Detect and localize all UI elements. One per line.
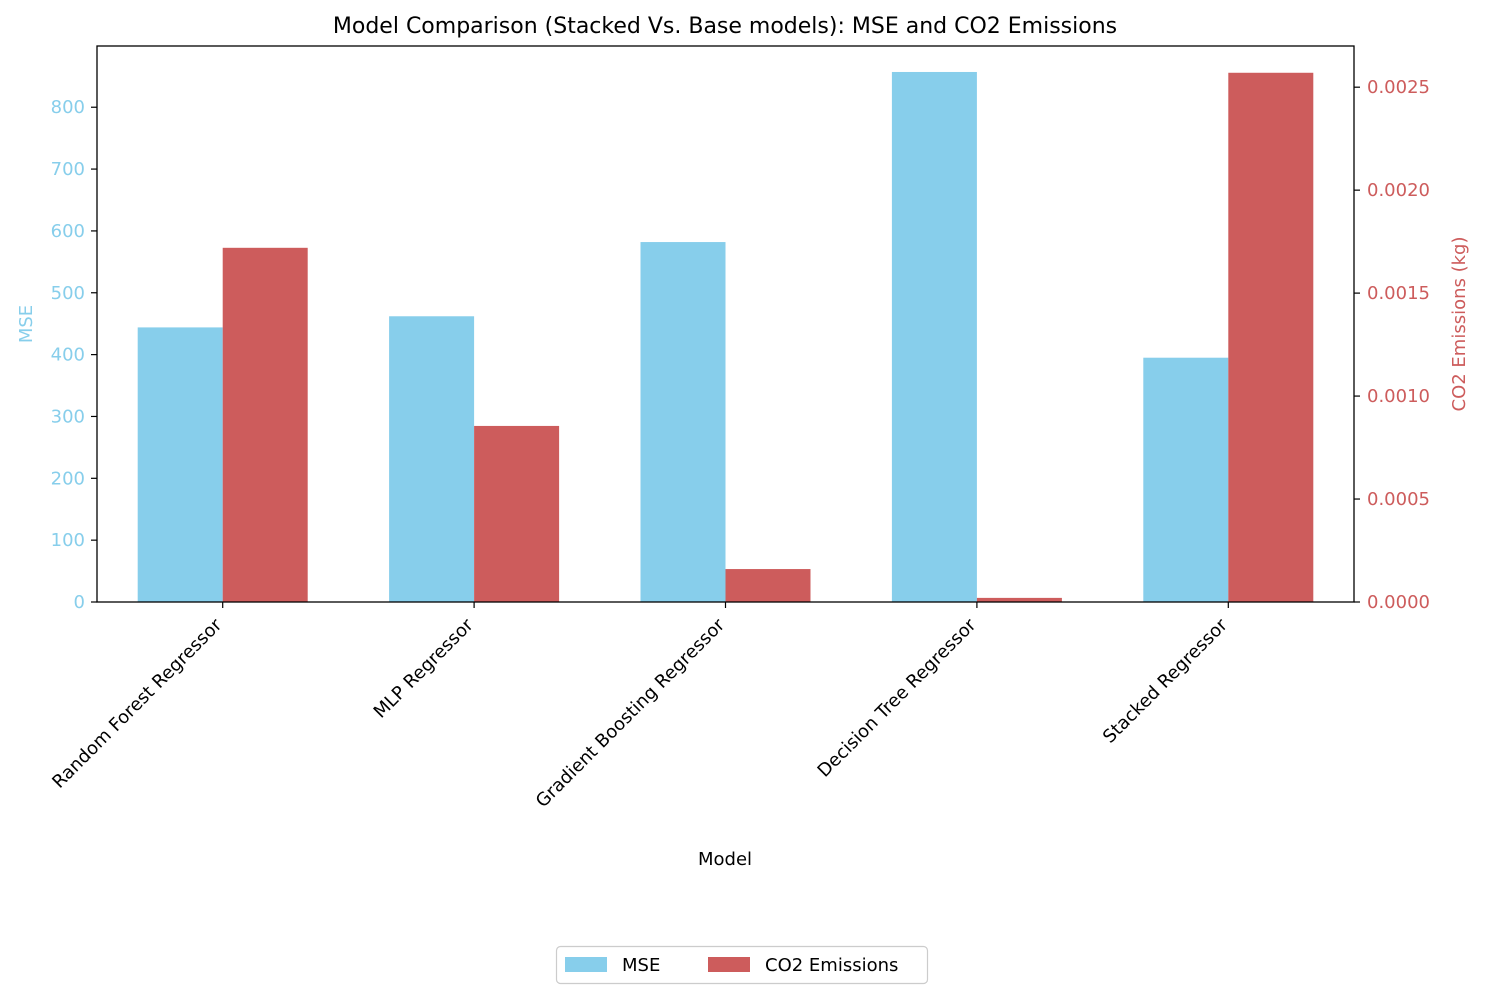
- x-tick-label: Random Forest Regressor: [48, 614, 226, 792]
- bars-layer: [137, 71, 1314, 602]
- left-tick-label: 700: [51, 159, 85, 180]
- bar-mse: [137, 327, 223, 602]
- right-tick-label: 0.0000: [1367, 592, 1430, 613]
- bar-co2: [976, 597, 1062, 602]
- legend: MSE CO2 Emissions: [555, 945, 929, 985]
- x-tick-label: Gradient Boosting Regressor: [532, 614, 730, 812]
- left-tick-label: 400: [51, 345, 85, 366]
- left-tick-label: 100: [51, 530, 85, 551]
- legend-label: MSE: [622, 955, 660, 976]
- bar-mse: [891, 71, 977, 602]
- bar-co2: [474, 425, 560, 602]
- left-tick-label: 500: [51, 283, 85, 304]
- legend-swatch: [708, 957, 750, 972]
- bar-co2: [1228, 72, 1314, 602]
- y-axis-left-label: MSE: [16, 305, 37, 343]
- legend-label: CO2 Emissions: [765, 955, 898, 976]
- bar-mse: [640, 242, 726, 602]
- right-tick-label: 0.0005: [1367, 489, 1430, 510]
- chart-title: Model Comparison (Stacked Vs. Base model…: [333, 14, 1117, 39]
- left-tick-label: 800: [51, 97, 85, 118]
- left-tick-label: 600: [51, 221, 85, 242]
- right-tick-label: 0.0020: [1367, 180, 1430, 201]
- x-tick-label: Decision Tree Regressor: [814, 614, 981, 781]
- x-tick-label: MLP Regressor: [370, 614, 478, 722]
- bar-co2: [222, 247, 308, 602]
- right-tick-label: 0.0015: [1367, 283, 1430, 304]
- right-axis-ticks: 0.0000 0.0005 0.0010 0.0015 0.0020 0.0025: [1354, 77, 1430, 613]
- left-tick-label: 300: [51, 406, 85, 427]
- x-axis-categories: Random Forest Regressor MLP Regressor Grad…: [48, 602, 1232, 812]
- left-tick-label: 0: [74, 592, 85, 613]
- bar-mse: [389, 316, 475, 602]
- x-tick-label: Stacked Regressor: [1099, 614, 1232, 747]
- left-tick-label: 200: [51, 468, 85, 489]
- bar-mse: [1143, 357, 1229, 602]
- y-axis-right-label: CO2 Emissions (kg): [1449, 237, 1470, 412]
- bar-co2: [725, 569, 811, 602]
- legend-swatch: [565, 957, 607, 972]
- left-axis-ticks: 0 100 200 300 400 500 600 700 800: [51, 97, 97, 613]
- x-axis-label: Model: [698, 849, 752, 870]
- right-tick-label: 0.0010: [1367, 386, 1430, 407]
- right-tick-label: 0.0025: [1367, 77, 1430, 98]
